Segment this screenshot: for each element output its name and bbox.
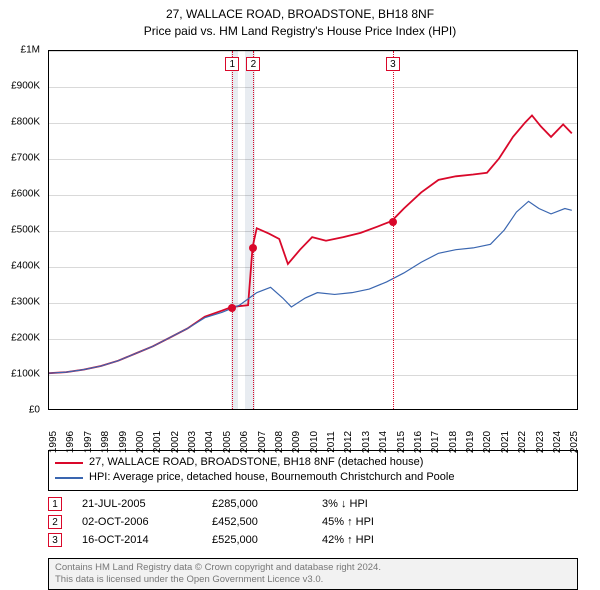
sale-price: £285,000	[212, 498, 302, 510]
sale-date: 16-OCT-2014	[82, 534, 192, 546]
sale-date: 02-OCT-2006	[82, 516, 192, 528]
chart-title: 27, WALLACE ROAD, BROADSTONE, BH18 8NF P…	[0, 0, 600, 40]
sale-vline	[393, 51, 394, 409]
sale-row: 2 02-OCT-2006 £452,500 45% ↑ HPI	[48, 513, 578, 531]
legend-item: 27, WALLACE ROAD, BROADSTONE, BH18 8NF (…	[55, 455, 571, 470]
x-axis: 1995199619971998199920002001200220032004…	[48, 412, 578, 448]
series-line-property	[49, 115, 572, 373]
y-tick-label: £1M	[21, 45, 40, 56]
sale-dot	[249, 244, 257, 252]
sales-table: 1 21-JUL-2005 £285,000 3% ↓ HPI 2 02-OCT-2006…	[48, 495, 578, 549]
y-tick-label: £100K	[11, 369, 40, 380]
sale-row-marker: 3	[48, 533, 62, 547]
y-axis: £0£100K£200K£300K£400K£500K£600K£700K£80…	[0, 50, 44, 410]
y-tick-label: £0	[29, 405, 40, 416]
sale-price: £452,500	[212, 516, 302, 528]
sale-date: 21-JUL-2005	[82, 498, 192, 510]
sale-vline	[232, 51, 233, 409]
series-line-hpi	[49, 201, 572, 373]
footer-line-2: This data is licensed under the Open Gov…	[55, 574, 571, 586]
sale-hpi: 42% ↑ HPI	[322, 534, 422, 546]
y-tick-label: £900K	[11, 81, 40, 92]
legend-label: 27, WALLACE ROAD, BROADSTONE, BH18 8NF (…	[89, 455, 423, 470]
y-tick-label: £400K	[11, 261, 40, 272]
sale-row-marker: 1	[48, 497, 62, 511]
chart-plot-area: 12 3	[48, 50, 578, 410]
title-line-2: Price paid vs. HM Land Registry's House …	[0, 23, 600, 40]
sale-marker-box: 3	[386, 57, 400, 71]
sale-marker-box: 1	[225, 57, 239, 71]
sale-marker-box: 2	[246, 57, 260, 71]
sale-hpi: 45% ↑ HPI	[322, 516, 422, 528]
legend-swatch	[55, 477, 83, 479]
sale-dot	[228, 304, 236, 312]
y-tick-label: £300K	[11, 297, 40, 308]
chart-svg	[49, 51, 577, 409]
y-tick-label: £700K	[11, 153, 40, 164]
legend-label: HPI: Average price, detached house, Bour…	[89, 470, 454, 485]
legend: 27, WALLACE ROAD, BROADSTONE, BH18 8NF (…	[48, 450, 578, 491]
sale-hpi: 3% ↓ HPI	[322, 498, 422, 510]
y-tick-label: £600K	[11, 189, 40, 200]
title-line-1: 27, WALLACE ROAD, BROADSTONE, BH18 8NF	[0, 6, 600, 23]
y-tick-label: £200K	[11, 333, 40, 344]
sale-vline	[253, 51, 254, 409]
y-tick-label: £500K	[11, 225, 40, 236]
footer-attribution: Contains HM Land Registry data © Crown c…	[48, 558, 578, 590]
sale-row: 1 21-JUL-2005 £285,000 3% ↓ HPI	[48, 495, 578, 513]
chart-container: 27, WALLACE ROAD, BROADSTONE, BH18 8NF P…	[0, 0, 600, 590]
sale-row-marker: 2	[48, 515, 62, 529]
legend-item: HPI: Average price, detached house, Bour…	[55, 470, 571, 485]
y-tick-label: £800K	[11, 117, 40, 128]
sale-row: 3 16-OCT-2014 £525,000 42% ↑ HPI	[48, 531, 578, 549]
sale-price: £525,000	[212, 534, 302, 546]
sale-dot	[389, 218, 397, 226]
footer-line-1: Contains HM Land Registry data © Crown c…	[55, 562, 571, 574]
legend-swatch	[55, 462, 83, 464]
